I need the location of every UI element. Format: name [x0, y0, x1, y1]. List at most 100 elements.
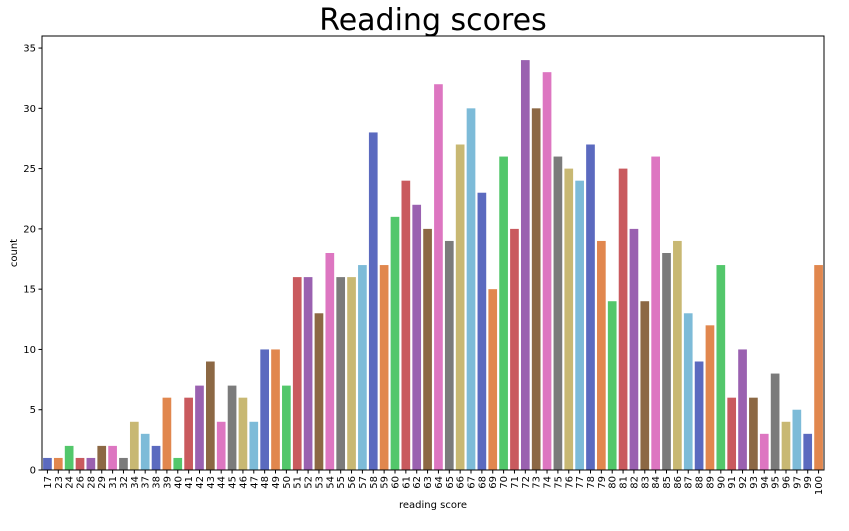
x-tick-label-71: 71: [510, 476, 521, 489]
x-tick-label-41: 41: [184, 476, 195, 489]
bar-86: [673, 240, 682, 470]
x-tick-label-31: 31: [108, 476, 119, 489]
bar-95: [770, 373, 780, 470]
y-axis-ticks: 0 5 10 15 20 25 30 35: [23, 44, 42, 477]
bar-59: [379, 265, 389, 470]
bar-58: [368, 132, 378, 470]
x-tick-label-77: 77: [575, 476, 586, 489]
bars-group: [43, 60, 823, 471]
bar-24: [64, 445, 74, 470]
x-tick-label-46: 46: [238, 476, 249, 489]
x-tick-label-63: 63: [423, 476, 434, 489]
bar-26: [75, 457, 85, 470]
y-tick-label-20: 20: [23, 224, 36, 235]
x-tick-label-57: 57: [358, 476, 369, 489]
x-tick-label-60: 60: [390, 476, 401, 489]
x-tick-label-42: 42: [195, 476, 206, 489]
bar-29: [97, 445, 107, 470]
bar-62: [412, 204, 422, 470]
bar-45: [227, 385, 237, 470]
y-tick-label-35: 35: [23, 44, 36, 55]
x-tick-label-40: 40: [173, 476, 184, 489]
bar-69: [488, 289, 498, 470]
x-tick-label-81: 81: [619, 476, 630, 489]
x-tick-label-89: 89: [705, 476, 716, 489]
bar-80: [607, 301, 617, 470]
bar-74: [542, 72, 552, 471]
bar-97: [792, 409, 802, 470]
bar-37: [140, 433, 150, 470]
x-tick-label-83: 83: [640, 476, 651, 489]
x-tick-label-43: 43: [206, 476, 217, 489]
x-tick-label-73: 73: [532, 476, 543, 489]
bar-41: [184, 397, 193, 470]
x-tick-label-47: 47: [249, 476, 260, 489]
x-tick-label-67: 67: [467, 476, 478, 489]
bar-63: [423, 228, 432, 470]
x-tick-label-100: 100: [814, 476, 825, 495]
bar-84: [651, 156, 660, 470]
bar-99: [803, 433, 813, 470]
bar-50: [282, 385, 291, 470]
x-tick-label-23: 23: [54, 476, 65, 489]
x-tick-label-61: 61: [401, 476, 412, 489]
bar-53: [314, 313, 324, 470]
bar-88: [694, 361, 704, 470]
x-tick-label-68: 68: [477, 476, 488, 489]
bar-82: [629, 228, 639, 470]
bar-94: [759, 433, 769, 470]
bar-91: [727, 397, 737, 470]
bar-100: [814, 265, 823, 470]
bar-31: [108, 445, 117, 470]
bar-55: [336, 277, 346, 470]
bar-57: [358, 265, 367, 470]
bar-48: [260, 349, 269, 470]
bar-44: [216, 421, 226, 470]
bar-85: [662, 253, 671, 470]
x-tick-label-99: 99: [803, 476, 814, 489]
x-tick-label-94: 94: [760, 476, 771, 489]
x-tick-label-54: 54: [325, 476, 336, 489]
bar-76: [564, 168, 574, 471]
y-tick-label-30: 30: [23, 104, 36, 115]
x-axis-label: reading score: [399, 500, 467, 511]
x-tick-label-79: 79: [597, 476, 608, 489]
x-tick-label-90: 90: [716, 476, 727, 489]
x-tick-label-38: 38: [152, 476, 163, 489]
bar-83: [640, 301, 650, 470]
bar-71: [510, 228, 519, 470]
x-axis-ticks: 17 23 24 26 28 29 31 32 34 37 38 39 40 41 42 43 44 45 46 47…: [43, 470, 825, 495]
bar-68: [477, 192, 487, 470]
bar-42: [195, 385, 204, 470]
y-tick-label-5: 5: [30, 405, 36, 416]
bar-54: [325, 253, 335, 470]
x-tick-label-86: 86: [673, 476, 684, 489]
chart-title: Reading scores: [319, 3, 547, 38]
x-tick-label-45: 45: [228, 476, 239, 489]
x-tick-label-84: 84: [651, 476, 662, 489]
x-tick-label-65: 65: [445, 476, 456, 489]
x-tick-label-39: 39: [162, 476, 173, 489]
bar-90: [716, 265, 726, 470]
bar-89: [705, 325, 715, 470]
x-tick-label-17: 17: [43, 476, 54, 489]
x-tick-label-34: 34: [130, 476, 141, 489]
x-tick-label-32: 32: [119, 476, 130, 489]
bar-52: [303, 277, 313, 470]
x-tick-label-97: 97: [792, 476, 803, 489]
bar-70: [499, 156, 508, 470]
bar-49: [271, 349, 280, 470]
x-tick-label-80: 80: [608, 476, 619, 489]
bar-67: [466, 108, 476, 470]
x-tick-label-70: 70: [499, 476, 510, 489]
bar-81: [618, 168, 628, 471]
y-axis-label: count: [9, 239, 20, 267]
x-tick-label-66: 66: [456, 476, 467, 489]
bar-51: [292, 277, 302, 470]
x-tick-label-72: 72: [521, 476, 532, 489]
x-tick-label-96: 96: [781, 476, 792, 489]
bar-77: [575, 180, 584, 471]
y-tick-label-10: 10: [23, 345, 36, 356]
x-tick-label-62: 62: [412, 476, 423, 489]
x-tick-label-37: 37: [141, 476, 152, 489]
